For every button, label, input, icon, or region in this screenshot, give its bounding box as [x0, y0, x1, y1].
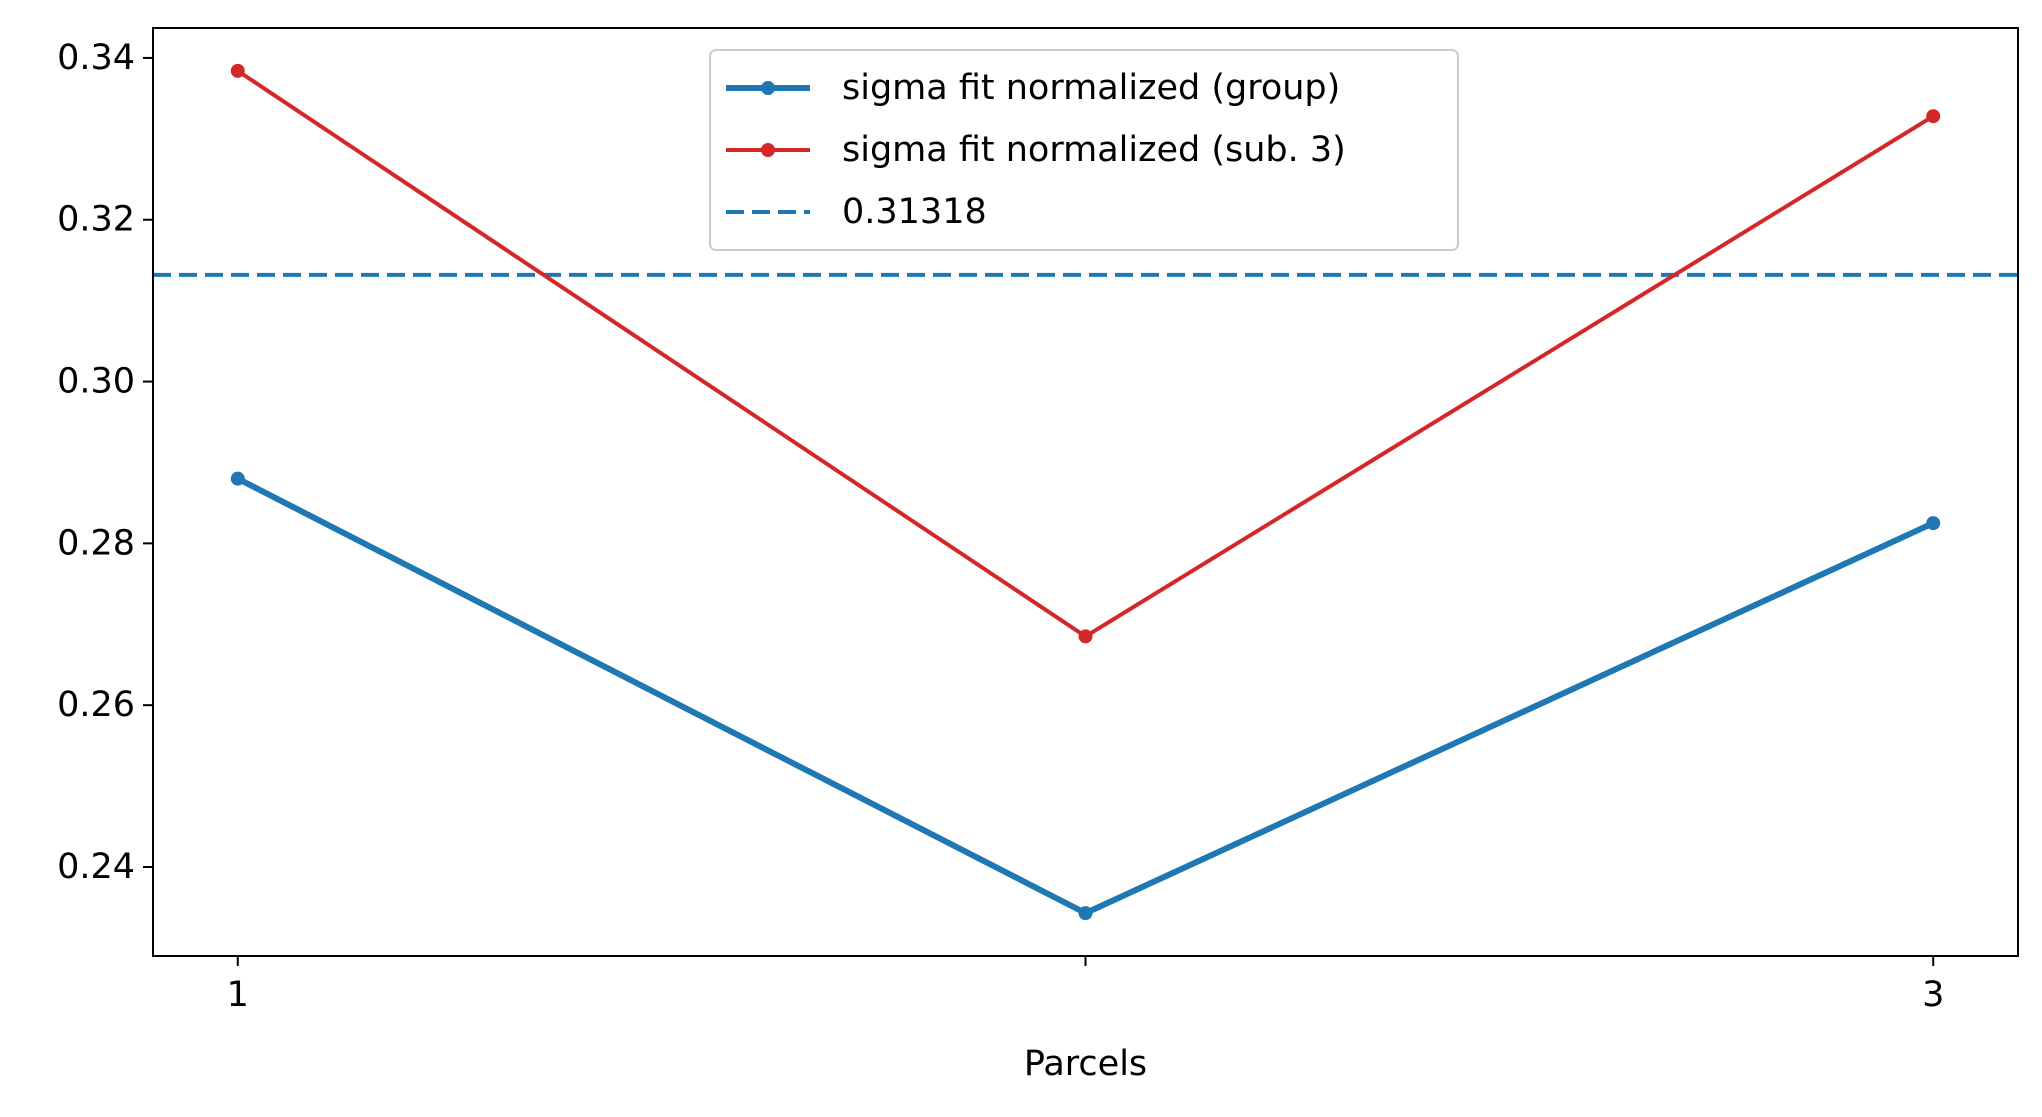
- y-tick-label: 0.32: [57, 200, 135, 240]
- legend-label-2: 0.31318: [842, 192, 987, 232]
- axes: 0.24 0.26 0.28 0.30 0.32 0.34 1 3 Parcels: [57, 27, 2019, 1084]
- legend-label-1: sigma fit normalized (sub. 3): [842, 130, 1346, 170]
- x-tick-label: 3: [1922, 975, 1944, 1015]
- y-tick-label: 0.34: [57, 38, 135, 78]
- series-1-point-2: [1926, 109, 1941, 124]
- series-0-point-0: [230, 471, 245, 486]
- y-tick-label: 0.24: [57, 847, 135, 887]
- x-tick-label: 1: [227, 975, 249, 1015]
- y-tick-label: 0.28: [57, 523, 135, 563]
- series-1-point-1: [1078, 629, 1093, 644]
- legend-label-0: sigma fit normalized (group): [842, 68, 1340, 108]
- series-1-point-0: [230, 63, 245, 78]
- legend: sigma fit normalized (group) sigma fit no…: [709, 49, 1459, 251]
- y-tick-label: 0.26: [57, 685, 135, 725]
- legend-marker-0: [761, 81, 775, 95]
- y-tick-label: 0.30: [57, 362, 135, 402]
- series-0-point-2: [1926, 516, 1941, 531]
- legend-box: [709, 49, 1459, 251]
- x-axis-label: Parcels: [1024, 1044, 1147, 1084]
- legend-marker-1: [761, 143, 775, 157]
- series-0-point-1: [1078, 906, 1093, 921]
- plot-area: [153, 63, 2018, 921]
